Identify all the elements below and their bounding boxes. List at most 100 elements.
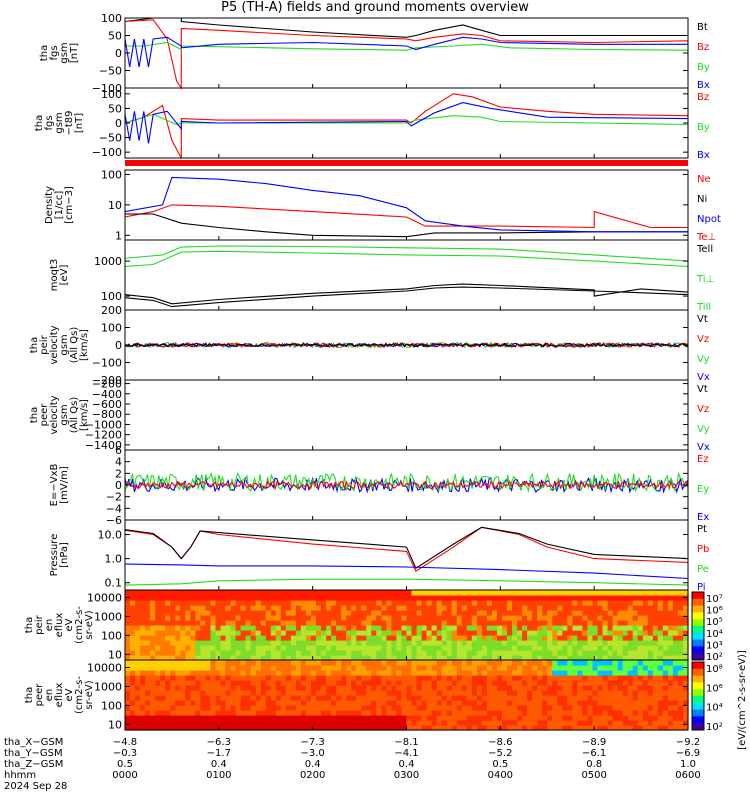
heatmap-cell xyxy=(517,715,523,721)
heatmap-cell xyxy=(492,600,498,606)
heatmap-cell xyxy=(356,665,362,671)
heatmap-cell xyxy=(617,670,624,676)
heatmap-cell xyxy=(486,675,493,681)
heatmap-cell xyxy=(215,720,222,726)
heatmap-cell xyxy=(386,605,392,611)
heatmap-cell xyxy=(346,725,352,731)
heatmap-cell xyxy=(200,675,206,681)
heatmap-cell xyxy=(602,655,609,661)
heatmap-cell xyxy=(205,695,211,701)
heatmap-cell xyxy=(200,605,206,611)
heatmap-cell xyxy=(326,640,332,646)
heatmap-cell xyxy=(436,670,443,676)
heatmap-cell xyxy=(647,675,654,681)
heatmap-cell xyxy=(285,720,292,726)
heatmap-cell xyxy=(436,635,443,641)
heatmap-cell xyxy=(396,690,402,696)
heatmap-cell xyxy=(502,645,508,651)
heatmap-cell xyxy=(446,645,453,651)
heatmap-cell xyxy=(416,630,423,636)
heatmap-cell xyxy=(396,700,402,706)
heatmap-cell xyxy=(642,625,649,631)
heatmap-cell xyxy=(451,685,458,691)
heatmap-cell xyxy=(361,630,367,636)
heatmap-cell xyxy=(446,720,453,726)
colorbar-tick-label: 10⁴ xyxy=(706,703,723,714)
heatmap-cell xyxy=(617,700,624,706)
heatmap-cell xyxy=(532,720,538,726)
heatmap-cell xyxy=(155,600,161,606)
legend-entry: Vz xyxy=(697,404,709,415)
heatmap-cell xyxy=(642,665,649,671)
heatmap-cell xyxy=(481,665,488,671)
heatmap-cell xyxy=(140,595,146,601)
heatmap-cell xyxy=(512,715,518,721)
heatmap-cell xyxy=(215,675,222,681)
heatmap-cell xyxy=(356,715,362,721)
heatmap-cell xyxy=(130,715,136,721)
heatmap-cell xyxy=(326,700,332,706)
heatmap-cell xyxy=(527,615,533,621)
heatmap-cell xyxy=(577,615,583,621)
heatmap-cell xyxy=(396,670,402,676)
panel-frame xyxy=(124,169,689,241)
heatmap-cell xyxy=(170,635,176,641)
heatmap-cell xyxy=(647,680,654,686)
heatmap-cell xyxy=(532,660,538,666)
heatmap-cell xyxy=(612,650,619,656)
heatmap-cell xyxy=(195,715,201,721)
heatmap-cell xyxy=(275,620,282,626)
heatmap-cell xyxy=(476,625,483,631)
heatmap-cell xyxy=(341,685,347,691)
heatmap-cell xyxy=(446,680,453,686)
heatmap-cell xyxy=(381,610,387,616)
heatmap-cell xyxy=(431,620,438,626)
heatmap-cell xyxy=(451,675,458,681)
heatmap-cell xyxy=(250,610,257,616)
heatmap-cell xyxy=(220,690,227,696)
heatmap-cell xyxy=(270,700,277,706)
heatmap-cell xyxy=(446,665,453,671)
heatmap-cell xyxy=(260,705,267,711)
x-tick-label: −6.1 xyxy=(582,748,606,759)
heatmap-cell xyxy=(240,705,247,711)
heatmap-cell xyxy=(486,600,493,606)
heatmap-cell xyxy=(486,700,493,706)
heatmap-cell xyxy=(396,710,402,716)
heatmap-cell xyxy=(280,620,287,626)
heatmap-cell xyxy=(642,715,649,721)
heatmap-cell xyxy=(527,625,533,631)
heatmap-cell xyxy=(411,705,418,711)
heatmap-cell xyxy=(672,680,679,686)
heatmap-cell xyxy=(275,615,282,621)
heatmap-cell xyxy=(592,600,599,606)
heatmap-cell xyxy=(205,630,211,636)
heatmap-cell xyxy=(476,630,483,636)
heatmap-cell xyxy=(582,710,588,716)
heatmap-cell xyxy=(295,675,302,681)
heatmap-cell xyxy=(517,720,523,726)
heatmap-cell xyxy=(512,700,518,706)
heatmap-cell xyxy=(582,610,588,616)
heatmap-cell xyxy=(622,690,629,696)
heatmap-cell xyxy=(225,665,232,671)
heatmap-cell xyxy=(542,665,548,671)
heatmap-cell xyxy=(386,645,392,651)
heatmap-cell xyxy=(592,640,599,646)
heatmap-cell xyxy=(456,660,463,666)
heatmap-cell xyxy=(376,620,382,626)
heatmap-cell xyxy=(552,705,558,711)
heatmap-cell xyxy=(265,635,272,641)
y-axis-label: sr-eV) xyxy=(84,680,95,709)
heatmap-cell xyxy=(351,630,357,636)
heatmap-cell xyxy=(210,640,217,646)
heatmap-cell xyxy=(205,685,211,691)
heatmap-cell xyxy=(240,685,247,691)
colorbar-tick-label: 10⁷ xyxy=(706,594,723,605)
heatmap-cell xyxy=(677,635,684,641)
heatmap-cell xyxy=(316,640,322,646)
heatmap-cell xyxy=(622,595,629,601)
heatmap-cell xyxy=(175,665,181,671)
heatmap-cell xyxy=(406,685,413,691)
heatmap-cell xyxy=(527,690,533,696)
